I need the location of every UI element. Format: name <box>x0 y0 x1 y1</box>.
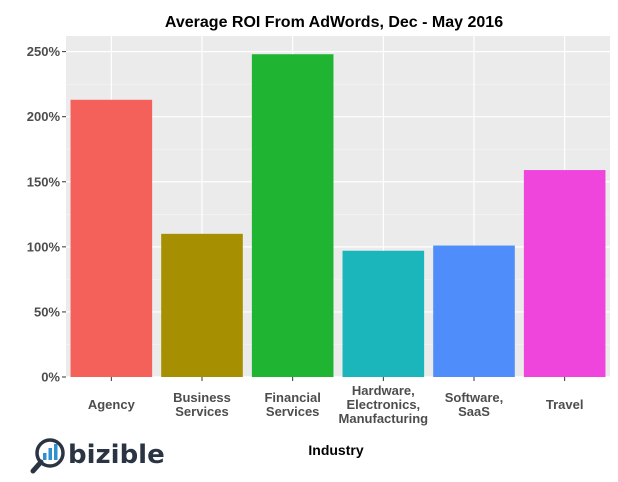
y-axis: 0% 50% 100% 150% 200% 250% <box>27 44 66 385</box>
y-tick-label: 250% <box>27 44 61 59</box>
x-axis: Agency Business Services Financial Services H… <box>88 377 584 426</box>
magnifier-chart-icon <box>30 438 65 474</box>
bar <box>523 170 606 377</box>
x-tick-label: Business Services <box>173 390 231 419</box>
y-tick-label: 150% <box>27 174 61 189</box>
y-tick-label: 0% <box>41 370 60 385</box>
x-tick-label: Software, SaaS <box>445 390 504 419</box>
x-tick-label: Travel <box>546 397 584 412</box>
y-tick-label: 200% <box>27 109 61 124</box>
bizible-logo-text: bizible <box>68 440 165 470</box>
bar <box>70 99 153 377</box>
bar-group <box>70 54 606 377</box>
x-axis-label: Industry <box>308 442 363 458</box>
bar <box>161 233 243 377</box>
chart-title: Average ROI From AdWords, Dec - May 2016 <box>165 14 503 31</box>
x-tick-label: Agency <box>88 397 136 412</box>
y-tick-label: 100% <box>27 239 61 254</box>
minor-gridlines <box>66 83 610 345</box>
bar <box>342 250 425 377</box>
plot-panel <box>66 36 610 377</box>
bizible-logo: bizible <box>30 438 165 474</box>
x-tick-label: Hardware, Electronics, Manufacturing <box>339 383 429 426</box>
x-tick-label: Financial Services <box>264 390 320 419</box>
y-tick-label: 50% <box>34 304 60 319</box>
bar <box>433 245 515 377</box>
bar <box>251 54 334 377</box>
